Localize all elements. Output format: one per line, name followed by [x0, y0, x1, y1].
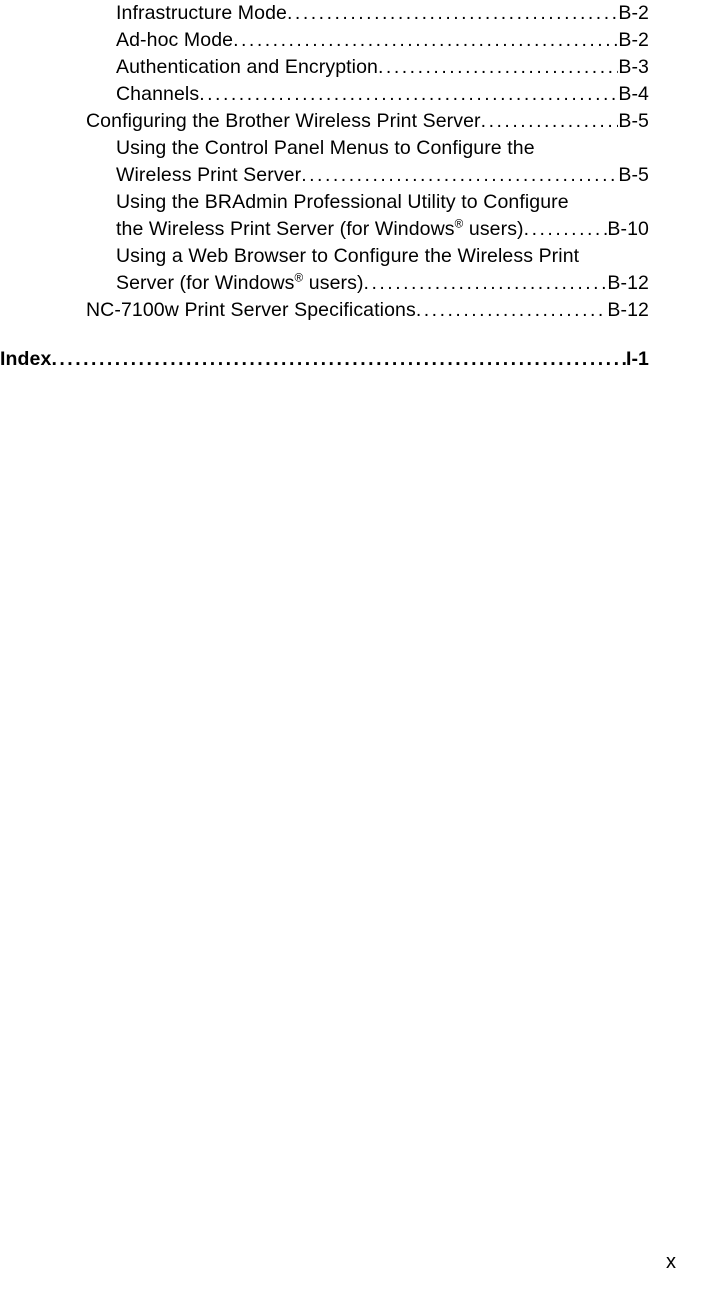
toc-entry: Channels B-4: [0, 81, 704, 108]
toc-content: Infrastructure Mode B-2 Ad-hoc Mode B-2 …: [0, 0, 704, 373]
toc-entry-wrap: Using the BRAdmin Professional Utility t…: [0, 189, 704, 216]
toc-label: Channels: [116, 81, 199, 108]
toc-entry-wrap: Using the Control Panel Menus to Configu…: [0, 135, 704, 162]
toc-leader-dots: [481, 108, 619, 135]
toc-label: Using the BRAdmin Professional Utility t…: [116, 191, 569, 213]
toc-label: Infrastructure Mode: [116, 0, 287, 27]
toc-label: Server (for Windows® users): [116, 270, 364, 297]
toc-label: NC-7100w Print Server Specifications: [86, 297, 416, 324]
toc-leader-dots: [51, 346, 626, 373]
toc-entry-wrap: Using a Web Browser to Configure the Wir…: [0, 243, 704, 270]
toc-label: Using a Web Browser to Configure the Wir…: [116, 245, 579, 267]
toc-entry: Configuring the Brother Wireless Print S…: [0, 108, 704, 135]
toc-label: Index: [0, 346, 51, 373]
toc-entry: NC-7100w Print Server Specifications B-1…: [0, 297, 704, 324]
toc-entry: Ad-hoc Mode B-2: [0, 27, 704, 54]
toc-entry: the Wireless Print Server (for Windows® …: [0, 216, 704, 243]
toc-page-ref: B-12: [607, 297, 649, 324]
toc-page-ref: B-5: [618, 162, 649, 189]
toc-entry: Infrastructure Mode B-2: [0, 0, 704, 27]
toc-leader-dots: [301, 162, 618, 189]
toc-page-ref: I-1: [626, 346, 649, 373]
toc-leader-dots: [364, 270, 608, 297]
toc-page-ref: B-2: [618, 27, 649, 54]
toc-page-ref: B-5: [618, 108, 649, 135]
toc-label: the Wireless Print Server (for Windows® …: [116, 216, 524, 243]
toc-label: Authentication and Encryption: [116, 54, 378, 81]
toc-entry: Authentication and Encryption B-3: [0, 54, 704, 81]
toc-page-ref: B-3: [618, 54, 649, 81]
toc-leader-dots: [378, 54, 618, 81]
toc-leader-dots: [524, 216, 608, 243]
toc-label: Wireless Print Server: [116, 162, 301, 189]
toc-index-entry: Index I-1: [0, 346, 704, 373]
toc-label: Using the Control Panel Menus to Configu…: [116, 137, 535, 159]
document-page: Infrastructure Mode B-2 Ad-hoc Mode B-2 …: [0, 0, 704, 1304]
toc-leader-dots: [233, 27, 618, 54]
toc-leader-dots: [199, 81, 618, 108]
toc-entry: Wireless Print Server B-5: [0, 162, 704, 189]
toc-leader-dots: [416, 297, 608, 324]
toc-entry: Server (for Windows® users) B-12: [0, 270, 704, 297]
toc-label: Configuring the Brother Wireless Print S…: [86, 108, 481, 135]
toc-page-ref: B-12: [607, 270, 649, 297]
toc-page-ref: B-4: [618, 81, 649, 108]
toc-leader-dots: [287, 0, 618, 27]
toc-page-ref: B-10: [607, 216, 649, 243]
toc-page-ref: B-2: [618, 0, 649, 27]
toc-label: Ad-hoc Mode: [116, 27, 233, 54]
page-number: x: [666, 1251, 676, 1274]
